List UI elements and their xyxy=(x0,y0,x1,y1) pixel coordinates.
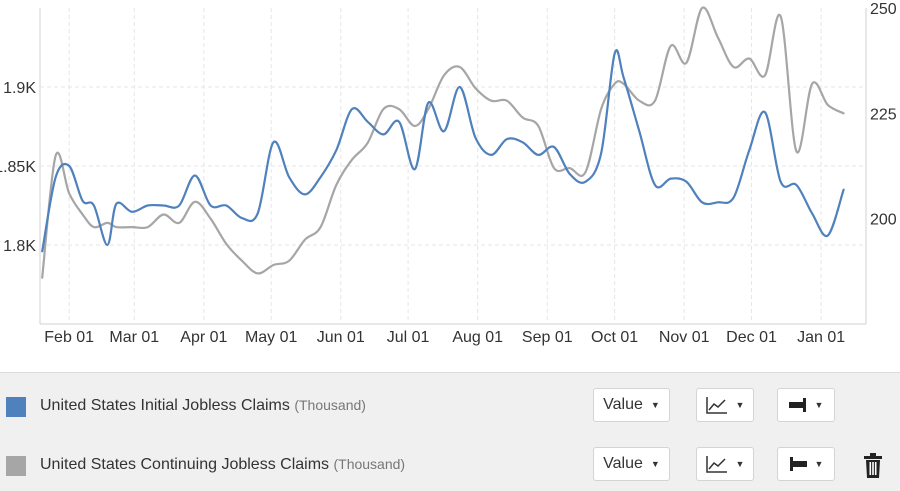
x-tick-label: May 01 xyxy=(245,329,298,346)
axis-dropdown[interactable]: ▼ xyxy=(777,388,835,422)
trash-icon[interactable] xyxy=(862,453,884,479)
axes: 1.8K 1.85K 1.9K 200 225 250 Feb 01 Mar 01 Apr 01… xyxy=(0,1,897,346)
legend-panel: United States Initial Jobless Claims (Th… xyxy=(0,372,900,491)
caret-down-icon: ▼ xyxy=(735,400,745,410)
series-name: United States Continuing Jobless Claims xyxy=(40,456,330,473)
x-tick-label: Dec 01 xyxy=(726,329,777,346)
legend-row-continuing-claims: United States Continuing Jobless Claims … xyxy=(0,432,900,491)
series-unit: (Thousand) xyxy=(333,456,406,472)
x-tick-label: Aug 01 xyxy=(452,329,503,346)
chart: 1.8K 1.85K 1.9K 200 225 250 Feb 01 Mar 01 Apr 01… xyxy=(0,1,897,346)
caret-down-icon: ▼ xyxy=(814,459,824,469)
axis-dropdown[interactable]: ▼ xyxy=(777,447,835,481)
x-tick-label: Nov 01 xyxy=(659,329,710,346)
chart-type-dropdown[interactable]: ▼ xyxy=(696,388,754,422)
x-tick-label: Sep 01 xyxy=(522,329,573,346)
right-axis-icon xyxy=(788,398,806,412)
left-axis-icon xyxy=(789,457,807,471)
series-label: United States Continuing Jobless Claims … xyxy=(40,456,405,474)
caret-down-icon: ▼ xyxy=(650,400,660,410)
y-left-tick-label: 1.8K xyxy=(3,238,36,255)
legend-row-initial-claims: United States Initial Jobless Claims (Th… xyxy=(0,373,900,432)
y-right-tick-label: 225 xyxy=(870,106,897,123)
x-tick-label: Apr 01 xyxy=(180,329,227,346)
y-right-tick-label: 200 xyxy=(870,212,897,229)
series-unit: (Thousand) xyxy=(294,397,366,413)
line-chart-icon xyxy=(705,456,727,473)
series-line-continuing-claims xyxy=(41,6,845,279)
caret-down-icon: ▼ xyxy=(814,400,824,410)
value-dropdown-label: Value xyxy=(603,396,643,413)
value-dropdown[interactable]: Value ▼ xyxy=(593,447,670,481)
series-label: United States Initial Jobless Claims (Th… xyxy=(40,397,366,415)
x-tick-label: Jul 01 xyxy=(387,329,430,346)
value-dropdown[interactable]: Value ▼ xyxy=(593,388,670,422)
x-tick-label: Feb 01 xyxy=(44,329,94,346)
x-tick-label: Jun 01 xyxy=(317,329,365,346)
y-left-tick-label: 1.85K xyxy=(0,159,36,176)
grid xyxy=(39,8,867,325)
x-tick-label: Jan 01 xyxy=(797,329,845,346)
series-lines xyxy=(41,6,845,279)
series-color-swatch xyxy=(6,456,26,476)
series-line-initial-claims xyxy=(41,49,845,253)
x-tick-label: Oct 01 xyxy=(591,329,638,346)
chart-type-dropdown[interactable]: ▼ xyxy=(696,447,754,481)
line-chart-icon xyxy=(705,397,727,414)
x-tick-label: Mar 01 xyxy=(109,329,159,346)
value-dropdown-label: Value xyxy=(603,455,643,472)
caret-down-icon: ▼ xyxy=(735,459,745,469)
series-name: United States Initial Jobless Claims xyxy=(40,397,290,414)
y-right-tick-label: 250 xyxy=(870,1,897,18)
y-left-tick-label: 1.9K xyxy=(3,80,36,97)
series-color-swatch xyxy=(6,397,26,417)
caret-down-icon: ▼ xyxy=(650,459,660,469)
